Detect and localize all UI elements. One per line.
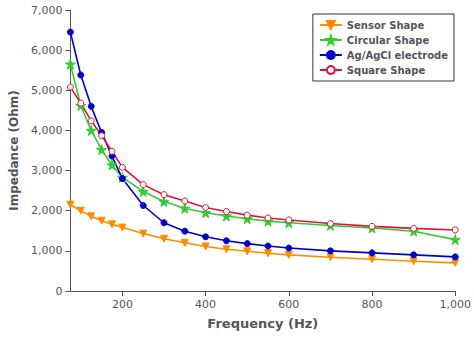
svg-text:Sensor Shape: Sensor Shape xyxy=(347,20,425,31)
svg-text:1,000: 1,000 xyxy=(31,244,63,257)
svg-text:2,000: 2,000 xyxy=(31,204,63,217)
svg-text:Ag/AgCl electrode: Ag/AgCl electrode xyxy=(347,50,448,61)
svg-text:1,000: 1,000 xyxy=(440,298,472,311)
svg-text:600: 600 xyxy=(278,298,299,311)
svg-text:0: 0 xyxy=(55,285,62,298)
svg-text:6,000: 6,000 xyxy=(31,44,63,57)
svg-text:Frequency (Hz): Frequency (Hz) xyxy=(207,316,318,331)
svg-text:5,000: 5,000 xyxy=(31,84,63,97)
svg-text:Square Shape: Square Shape xyxy=(347,65,426,76)
svg-text:4,000: 4,000 xyxy=(31,124,63,137)
svg-text:Circular Shape: Circular Shape xyxy=(347,35,430,46)
svg-text:200: 200 xyxy=(112,298,133,311)
svg-text:Impedance (Ohm): Impedance (Ohm) xyxy=(7,90,21,211)
svg-text:3,000: 3,000 xyxy=(31,164,63,177)
svg-text:400: 400 xyxy=(195,298,216,311)
svg-text:800: 800 xyxy=(362,298,383,311)
svg-text:7,000: 7,000 xyxy=(31,4,63,17)
